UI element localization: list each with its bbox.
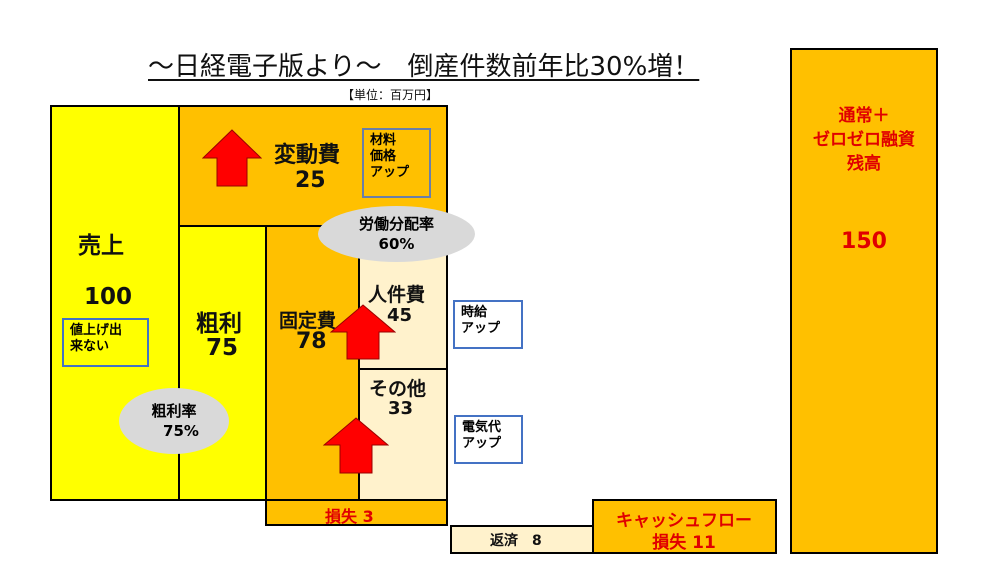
other-note: 電気代 アップ [454, 415, 523, 464]
loan-box [790, 48, 938, 554]
labor-share-label: 労働分配率 [358, 215, 434, 233]
personnel-value: 45 [387, 305, 413, 326]
loss-box [265, 499, 448, 526]
labor-share-ellipse: 労働分配率 60% [318, 206, 475, 262]
repayment-box [450, 525, 594, 554]
gross-margin-ellipse: 粗利率 75% [119, 388, 229, 454]
sales-label: 売上 [78, 233, 124, 259]
sales-box [50, 105, 180, 501]
gross-margin-value: 75% [163, 422, 199, 440]
sales-value: 100 [84, 284, 133, 310]
gross-margin-label: 粗利率 [151, 402, 197, 420]
repayment-label: 返済 8 [490, 533, 542, 549]
other-label: その他 [369, 378, 427, 400]
up-arrow-icon [202, 129, 262, 187]
fixed-cost-value: 78 [296, 329, 327, 354]
up-arrow-icon [323, 417, 389, 474]
cashflow-box [592, 499, 777, 554]
variable-cost-note: 材料 価格 アップ [362, 128, 431, 198]
loan-label: 通常＋ ゼロゼロ融資 残高 [813, 106, 915, 174]
sales-note: 値上げ出 来ない [62, 318, 149, 367]
loss-label: 損失 3 [325, 507, 374, 526]
variable-cost-value: 25 [295, 168, 326, 193]
cashflow-line2: 損失 11 [652, 533, 716, 553]
loan-value: 150 [841, 229, 887, 254]
personnel-note: 時給 アップ [453, 300, 523, 349]
gross-profit-label: 粗利 [196, 311, 242, 337]
other-value: 33 [388, 398, 414, 419]
personnel-label: 人件費 [368, 284, 426, 306]
page-title: ～日経電子版より～ 倒産件数前年比30%増！ [148, 52, 700, 82]
variable-cost-label: 変動費 [274, 143, 341, 168]
gross-profit-box [178, 225, 267, 501]
gross-profit-value: 75 [206, 335, 239, 361]
fixed-cost-label: 固定費 [279, 310, 337, 332]
up-arrow-icon [330, 304, 396, 360]
cashflow-line1: キャッシュフロー [616, 511, 752, 531]
labor-share-value: 60% [378, 235, 415, 253]
unit-label: 【単位：百万円】 [342, 88, 439, 102]
